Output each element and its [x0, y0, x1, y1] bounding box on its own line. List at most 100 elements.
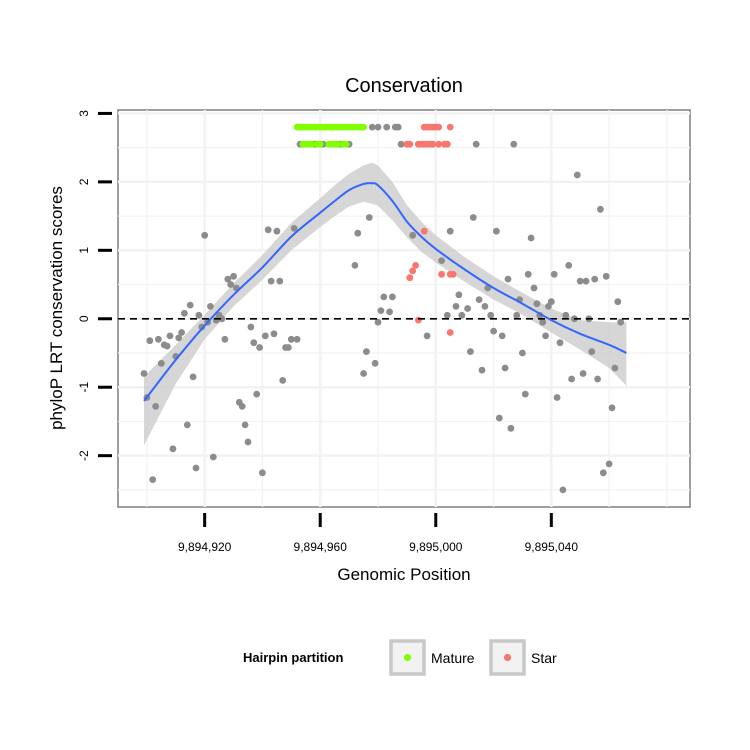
x-tick-label: 9,894,920	[178, 540, 232, 554]
y-tick-label: 0	[77, 315, 91, 322]
background-point	[140, 370, 148, 377]
background-point	[227, 281, 235, 288]
background-point	[602, 272, 610, 280]
legend-item-mature: Mature	[389, 639, 475, 676]
background-point	[562, 311, 570, 319]
y-tick-label: 3	[77, 110, 91, 117]
background-point	[611, 364, 619, 372]
background-point	[507, 424, 515, 432]
point-star	[435, 123, 443, 131]
background-point	[195, 311, 203, 319]
background-point	[279, 377, 287, 384]
x-tick-label: 9,895,000	[409, 540, 463, 554]
background-point	[608, 404, 616, 412]
background-point	[559, 486, 567, 494]
background-point	[397, 140, 405, 148]
background-point	[591, 275, 599, 283]
background-point	[579, 370, 587, 377]
background-point	[209, 453, 217, 461]
background-point	[565, 262, 573, 269]
background-point	[605, 460, 613, 468]
background-point	[230, 272, 238, 280]
background-point	[556, 339, 564, 347]
background-point	[553, 394, 561, 401]
background-point	[166, 332, 174, 340]
background-point	[533, 300, 541, 308]
background-point	[504, 275, 512, 283]
point-star	[446, 329, 454, 336]
background-point	[363, 348, 370, 355]
background-point	[380, 293, 388, 301]
background-point	[285, 344, 292, 351]
background-point	[198, 323, 206, 331]
point-mature	[360, 123, 367, 131]
background-point	[250, 339, 258, 347]
background-point	[374, 318, 382, 326]
background-point	[368, 123, 376, 131]
background-point	[389, 293, 396, 301]
background-point	[614, 298, 622, 306]
legend-item-star: Star	[489, 639, 557, 676]
background-point	[495, 414, 503, 422]
background-point	[386, 308, 393, 316]
background-point	[189, 373, 197, 381]
point-star	[415, 316, 422, 324]
point-star	[446, 123, 454, 131]
point-star	[443, 140, 451, 148]
background-point	[264, 226, 272, 234]
background-point	[446, 227, 454, 235]
chart-title: Conservation	[345, 75, 463, 97]
background-point	[207, 303, 214, 310]
background-point	[221, 335, 229, 343]
background-point	[547, 298, 555, 306]
background-point	[152, 403, 160, 410]
background-point	[261, 332, 269, 340]
background-point	[617, 318, 625, 326]
background-point	[253, 390, 261, 398]
background-point	[290, 225, 298, 232]
point-star	[435, 140, 443, 148]
point-mature	[316, 140, 324, 148]
point-mature	[342, 140, 350, 148]
background-point	[409, 231, 417, 239]
y-tick-label: -1	[77, 382, 91, 393]
background-point	[256, 344, 263, 351]
background-point	[186, 301, 194, 309]
background-point	[530, 284, 538, 292]
background-point	[374, 123, 382, 131]
y-tick-label: 1	[77, 247, 91, 254]
background-point	[365, 214, 373, 221]
background-point	[276, 277, 284, 285]
background-point	[597, 205, 604, 213]
x-tick-label: 9,894,960	[294, 540, 348, 554]
background-point	[472, 140, 480, 148]
background-point	[464, 305, 471, 312]
point-mature	[334, 140, 341, 148]
background-point	[238, 403, 246, 410]
background-point	[443, 311, 451, 319]
legend-label-mature: Mature	[431, 650, 475, 666]
point-star	[449, 270, 457, 278]
legend: Hairpin partition Mature Star	[243, 639, 557, 676]
background-point	[351, 262, 359, 269]
background-point	[354, 229, 362, 237]
point-star	[409, 267, 417, 275]
point-star	[406, 274, 414, 282]
legend-label-star: Star	[531, 650, 557, 666]
background-point	[423, 332, 431, 340]
background-point	[568, 375, 575, 383]
confidence-band	[144, 162, 627, 446]
background-point	[201, 231, 209, 239]
background-point	[573, 171, 581, 179]
point-star	[429, 140, 437, 148]
confidence-band-area	[144, 162, 627, 446]
x-axis: 9,894,920 9,894,960 9,895,000 9,895,040	[178, 513, 578, 554]
background-point	[527, 234, 535, 242]
y-axis: -2 -1 0 1 2 3	[77, 110, 112, 461]
background-point	[371, 359, 379, 367]
background-point	[183, 421, 191, 429]
legend-dot-star	[503, 653, 512, 662]
background-point	[241, 421, 249, 429]
background-point	[481, 303, 489, 310]
point-star	[438, 270, 445, 278]
